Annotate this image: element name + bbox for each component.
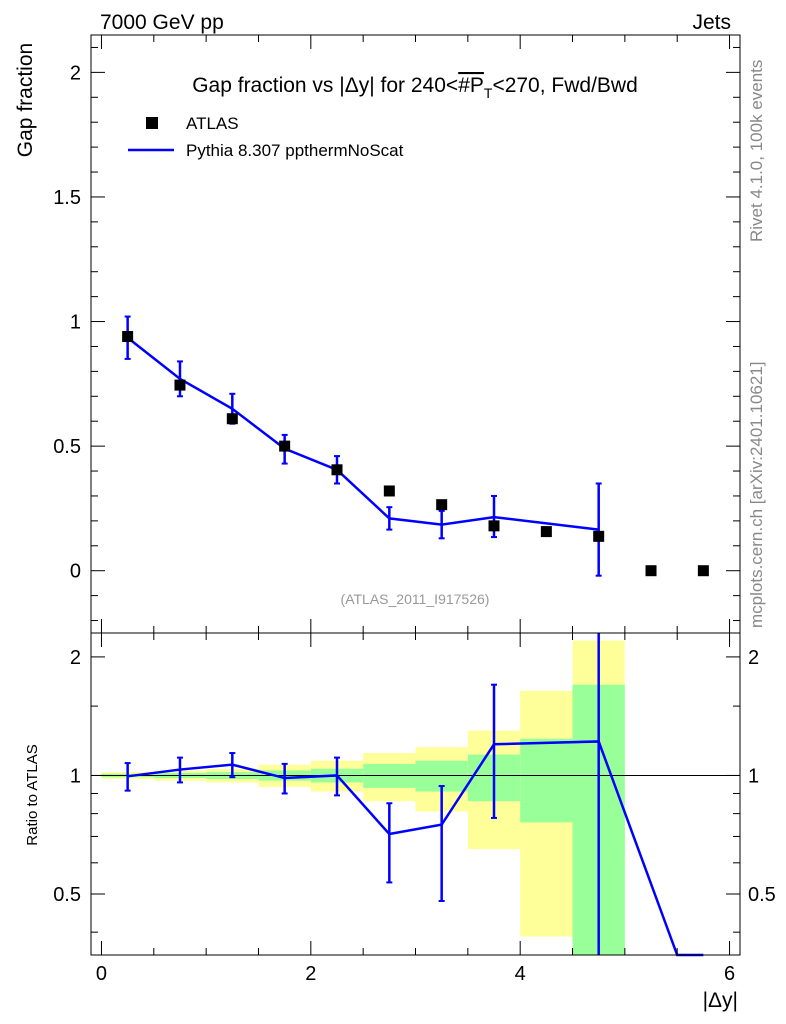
title-subscript: T [484,85,493,101]
atlas-data-point [174,379,186,391]
ratio-ytick-label-right: 1 [748,765,759,787]
main-ytick-label: 1.5 [53,187,81,209]
legend-atlas-marker [146,117,158,129]
main-ytick-label: 1 [70,312,81,334]
analysis-label: (ATLAS_2011_I917526) [341,591,490,607]
ratio-panel: 0.5 0.5 1 1 2 2 0 2 4 6 Ratio to ATLAS |Δy| [24,632,776,1012]
header-right: Jets [692,11,731,34]
main-mc-series [124,315,602,577]
rivet-label: Rivet 4.1.0, 100k events [747,60,766,242]
main-ticks: 0 0.5 1 1.5 2 [53,35,740,633]
ratio-ytick-label: 2 [70,647,81,669]
ratio-ytick-label: 1 [70,765,81,787]
atlas-data-point [593,530,605,542]
ratio-ytick-label: 0.5 [53,884,81,906]
main-ytick-label: 0 [70,561,81,583]
atlas-data-point [122,330,134,342]
ratio-xtick-label: 4 [515,963,526,985]
title-pt: #P [458,74,484,97]
atlas-data-point [645,565,657,577]
atlas-data-point [226,413,238,425]
atlas-data-point [279,440,291,452]
main-mc-line [126,336,599,531]
legend-atlas-label: ATLAS [186,114,239,133]
ratio-ytick-label-right: 0.5 [748,884,776,906]
ratio-xtick-label: 2 [305,963,316,985]
legend-mc-label: Pythia 8.307 ppthermNoScat [186,141,404,160]
ratio-green-band [520,738,573,823]
ratio-bands [101,640,625,955]
main-data-series [122,330,709,577]
ratio-ticks: 0.5 0.5 1 1 2 2 0 2 4 6 [53,633,776,985]
title-suffix: <270, Fwd/Bwd [492,74,637,97]
ratio-mc-series [124,633,704,957]
atlas-data-point [540,526,552,538]
atlas-data-point [436,499,448,511]
main-title: Gap fraction vs |Δy| for 240<#PT<270, Fw… [192,74,638,101]
ratio-frame [90,632,741,956]
mcplots-label: mcplots.cern.ch [arXiv:2401.10621] [747,362,766,628]
atlas-data-point [331,464,343,476]
main-panel: 0 0.5 1 1.5 2 Gap fraction vs |Δy| for 240<#… [14,34,741,634]
atlas-data-point [383,485,395,497]
atlas-data-point [697,565,709,577]
x-axis-label: |Δy| [703,989,738,1012]
ratio-xtick-label: 6 [724,963,735,985]
ratio-ylabel: Ratio to ATLAS [24,744,41,845]
main-ytick-label: 0.5 [53,436,81,458]
atlas-data-point [488,520,500,532]
main-ylabel: Gap fraction [14,43,37,157]
main-ytick-label: 2 [70,62,81,84]
ratio-xtick-label: 0 [96,963,107,985]
title-prefix: Gap fraction vs |Δy| for 240< [192,74,458,97]
header-left: 7000 GeV pp [100,11,224,34]
ratio-ytick-label-right: 2 [748,647,759,669]
